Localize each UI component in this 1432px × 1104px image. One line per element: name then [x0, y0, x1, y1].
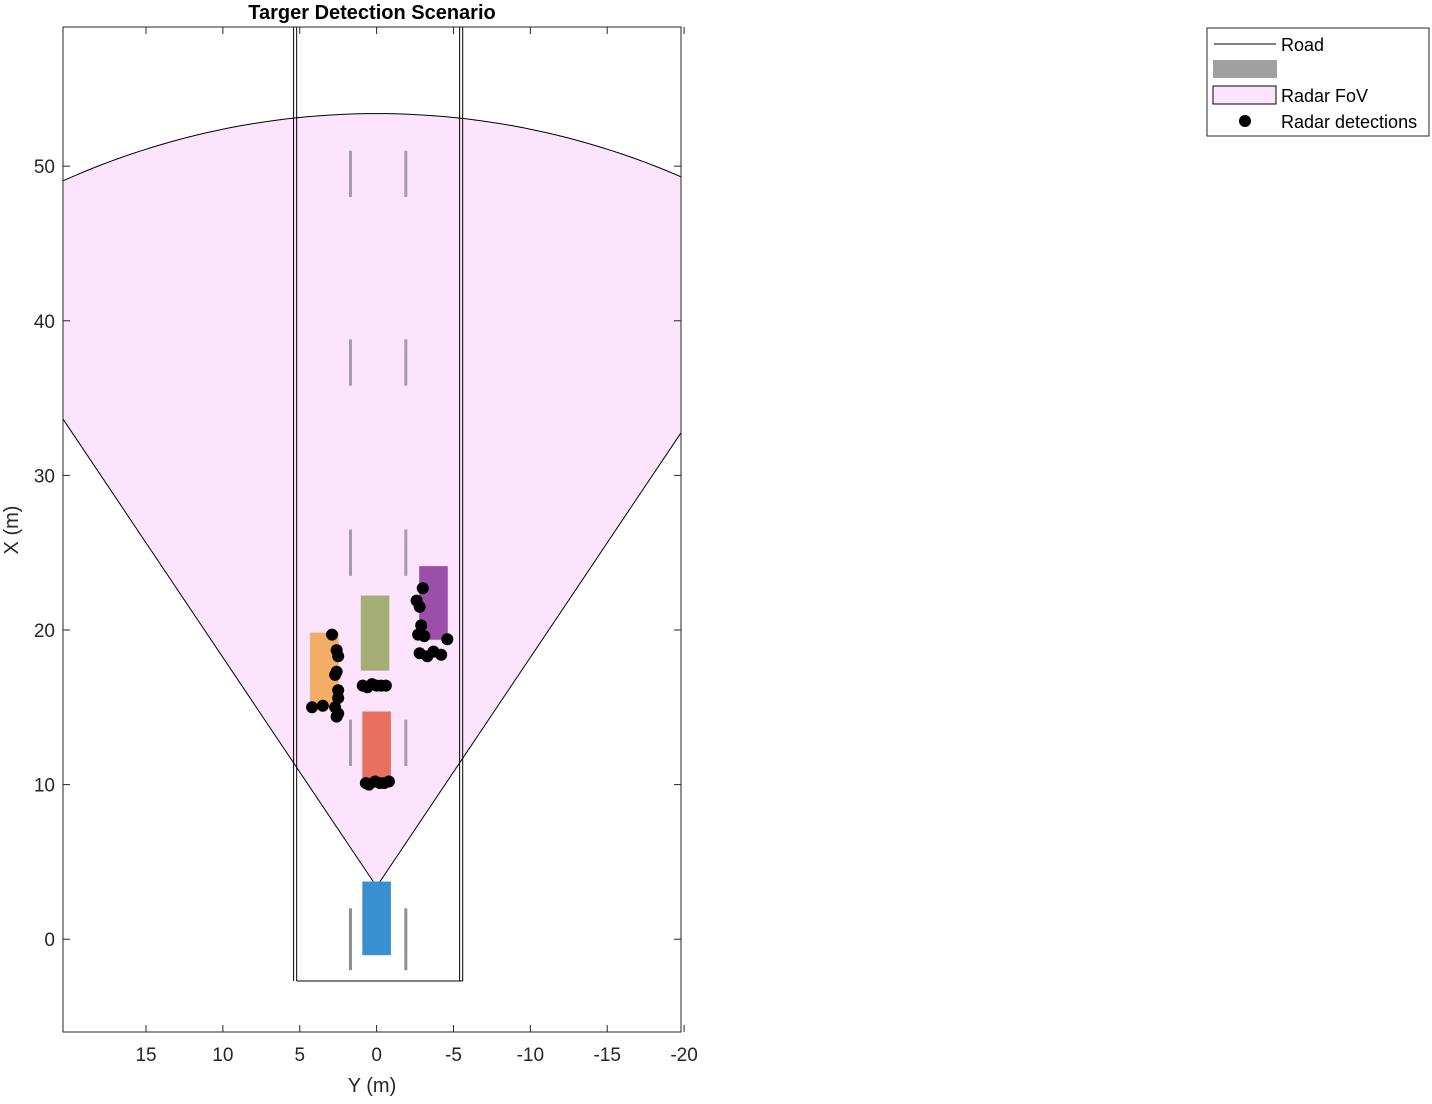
y-tick-label-4: 40 — [34, 312, 55, 333]
y-axis-label: X (m) — [1, 506, 23, 555]
y-tick-label-2: 20 — [34, 621, 55, 642]
vehicle-ego — [362, 881, 391, 956]
vehicle-red — [362, 711, 391, 783]
radar-detection-22 — [316, 699, 329, 712]
radar-fov-layer — [63, 113, 681, 888]
radar-detection-12 — [326, 628, 339, 641]
x-tick-label-7: -20 — [670, 1045, 697, 1066]
x-tick-label-0: 15 — [135, 1045, 156, 1066]
chart-title: Targer Detection Scenario — [248, 2, 495, 24]
x-tick-label-5: -10 — [517, 1045, 544, 1066]
radar-detection-14 — [332, 650, 345, 663]
y-tick-label-0: 0 — [44, 930, 55, 951]
radar-detection-18 — [332, 692, 345, 705]
radar-detection-11 — [379, 679, 392, 692]
legend-road-label: Road — [1281, 35, 1324, 55]
y-tick-label-3: 30 — [34, 466, 55, 487]
legend-detection-marker — [1239, 115, 1251, 127]
x-tick-label-6: -15 — [593, 1045, 620, 1066]
legend: Road Radar FoV Radar detections — [1206, 27, 1430, 137]
x-tick-label-2: 5 — [294, 1045, 305, 1066]
detections-layer — [306, 582, 454, 791]
radar-detection-33 — [435, 648, 448, 661]
legend-detection-label: Radar detections — [1281, 112, 1417, 132]
x-tick-label-4: -5 — [445, 1045, 462, 1066]
radar-detection-26 — [416, 582, 429, 595]
legend-gray-swatch — [1213, 60, 1277, 78]
lane-markings-layer — [348, 150, 408, 971]
radar-detection-34 — [441, 633, 454, 646]
radar-detection-27 — [415, 619, 428, 632]
radar-fov-wedge — [63, 113, 681, 888]
y-tick-label-1: 10 — [34, 776, 55, 797]
legend-fov-label: Radar FoV — [1281, 86, 1368, 106]
radar-detection-21 — [330, 710, 343, 723]
radar-detection-29 — [418, 630, 431, 643]
radar-detection-5 — [382, 775, 395, 788]
legend-fov-swatch — [1212, 85, 1277, 105]
radar-detection-25 — [413, 600, 426, 613]
x-axis-label: Y (m) — [348, 1075, 397, 1097]
radar-detection-16 — [329, 668, 342, 681]
y-tick-label-5: 50 — [34, 157, 55, 178]
x-tick-label-3: 0 — [371, 1045, 382, 1066]
road-layer — [293, 27, 464, 982]
vehicles-layer — [310, 566, 448, 956]
radar-detection-23 — [306, 701, 319, 714]
x-tick-label-1: 10 — [212, 1045, 233, 1066]
plot-frame — [62, 26, 682, 1033]
vehicle-green — [360, 595, 390, 671]
